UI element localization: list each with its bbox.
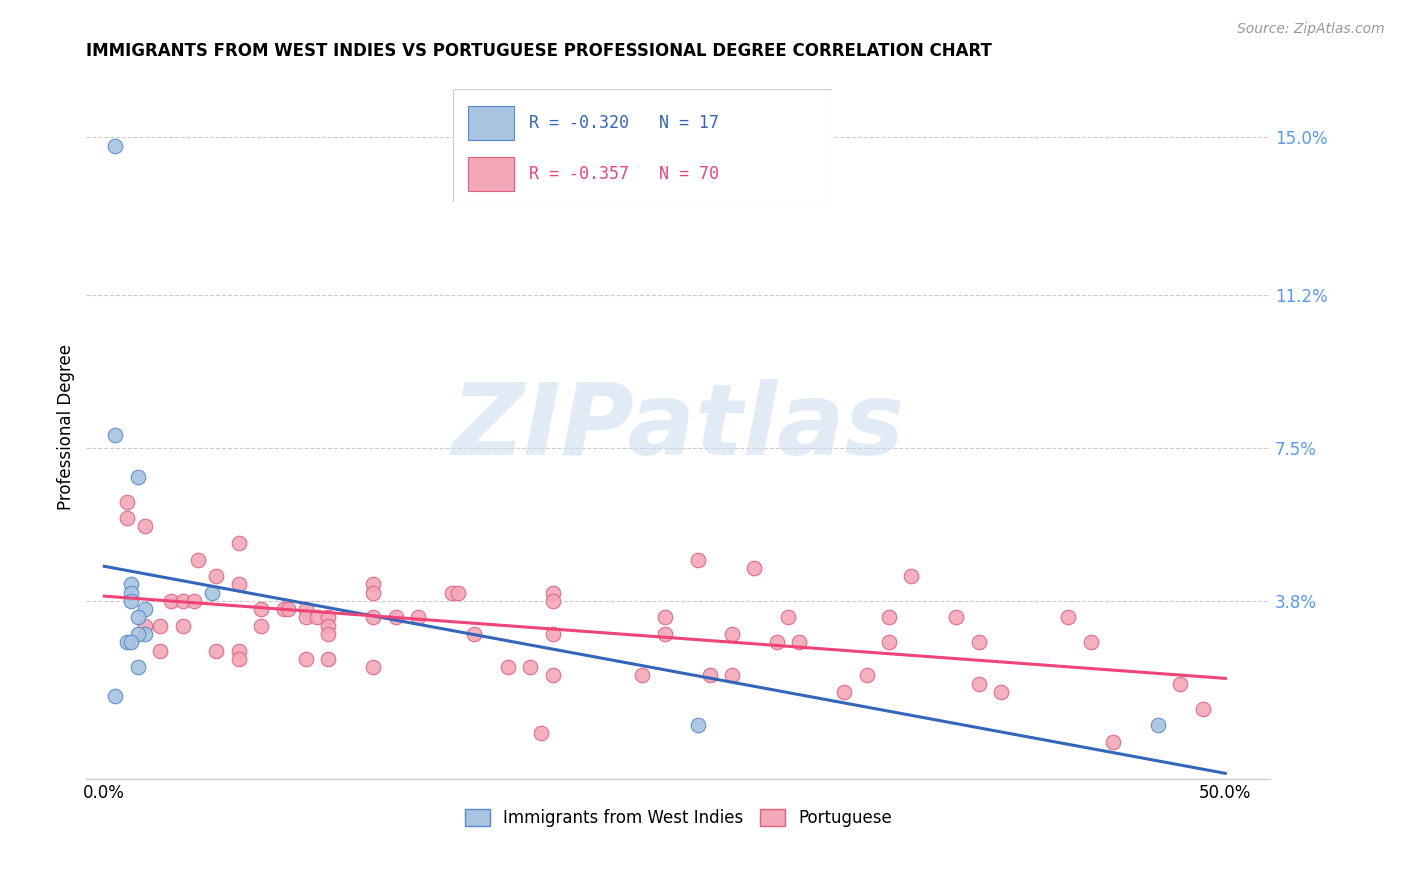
Point: [463, 627, 485, 641]
Point: [945, 610, 967, 624]
Text: IMMIGRANTS FROM WEST INDIES VS PORTUGUESE PROFESSIONAL DEGREE CORRELATION CHART: IMMIGRANTS FROM WEST INDIES VS PORTUGUES…: [86, 42, 993, 60]
Point: [530, 726, 553, 740]
Point: [127, 660, 149, 674]
Point: [440, 585, 463, 599]
Point: [318, 619, 340, 633]
Point: [1102, 734, 1125, 748]
Point: [205, 569, 228, 583]
Point: [766, 635, 789, 649]
Point: [104, 428, 127, 442]
Point: [127, 469, 149, 483]
Point: [900, 569, 922, 583]
Point: [228, 652, 250, 666]
Text: ZIPatlas: ZIPatlas: [451, 378, 905, 475]
Point: [654, 610, 676, 624]
Legend: Immigrants from West Indies, Portuguese: Immigrants from West Indies, Portuguese: [458, 803, 898, 834]
Point: [541, 668, 564, 682]
Point: [1057, 610, 1080, 624]
Point: [134, 519, 156, 533]
Point: [273, 602, 295, 616]
Point: [447, 585, 470, 599]
Point: [778, 610, 800, 624]
Point: [384, 610, 406, 624]
Point: [855, 668, 877, 682]
Point: [318, 627, 340, 641]
Point: [1147, 718, 1170, 732]
Point: [877, 610, 900, 624]
Point: [318, 652, 340, 666]
Point: [134, 602, 156, 616]
Point: [228, 577, 250, 591]
Point: [688, 552, 710, 566]
Point: [1170, 676, 1192, 690]
Point: [688, 718, 710, 732]
Point: [250, 619, 273, 633]
Point: [295, 652, 318, 666]
Point: [519, 660, 541, 674]
Point: [127, 627, 149, 641]
Point: [307, 610, 329, 624]
Point: [120, 635, 142, 649]
Y-axis label: Professional Degree: Professional Degree: [58, 344, 75, 510]
Point: [127, 610, 149, 624]
Point: [134, 619, 156, 633]
Point: [250, 602, 273, 616]
Point: [295, 610, 318, 624]
Point: [361, 585, 384, 599]
Point: [744, 561, 766, 575]
Point: [149, 643, 172, 657]
Point: [361, 577, 384, 591]
Point: [187, 552, 209, 566]
Point: [318, 610, 340, 624]
Point: [228, 643, 250, 657]
Point: [172, 619, 194, 633]
Point: [115, 511, 138, 525]
Point: [104, 689, 127, 703]
Point: [877, 635, 900, 649]
Point: [832, 685, 855, 699]
Point: [277, 602, 299, 616]
Point: [631, 668, 654, 682]
Point: [361, 660, 384, 674]
Point: [160, 594, 183, 608]
Point: [115, 635, 138, 649]
Point: [228, 536, 250, 550]
Point: [541, 594, 564, 608]
Text: Source: ZipAtlas.com: Source: ZipAtlas.com: [1237, 22, 1385, 37]
Point: [120, 594, 142, 608]
Point: [654, 627, 676, 641]
Point: [967, 676, 990, 690]
Point: [104, 138, 127, 153]
Point: [295, 602, 318, 616]
Point: [541, 585, 564, 599]
Point: [967, 635, 990, 649]
Point: [699, 668, 721, 682]
Point: [721, 627, 744, 641]
Point: [205, 643, 228, 657]
Point: [541, 627, 564, 641]
Point: [120, 577, 142, 591]
Point: [1080, 635, 1102, 649]
Point: [721, 668, 744, 682]
Point: [201, 585, 224, 599]
Point: [115, 494, 138, 508]
Point: [149, 619, 172, 633]
Point: [787, 635, 810, 649]
Point: [361, 610, 384, 624]
Point: [406, 610, 429, 624]
Point: [134, 627, 156, 641]
Point: [1192, 701, 1215, 715]
Point: [172, 594, 194, 608]
Point: [120, 585, 142, 599]
Point: [496, 660, 519, 674]
Point: [990, 685, 1012, 699]
Point: [183, 594, 205, 608]
